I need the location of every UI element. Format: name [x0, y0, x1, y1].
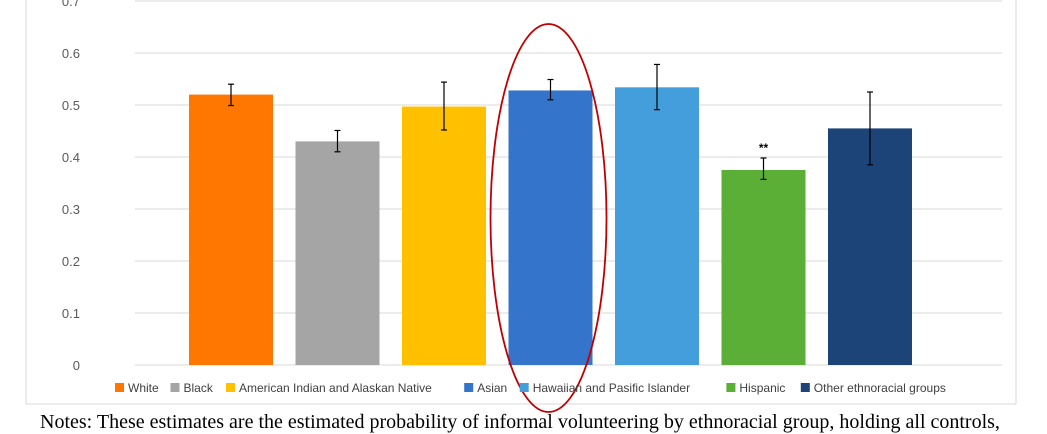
- legend-swatch: [170, 383, 180, 392]
- bar: [828, 128, 912, 365]
- legend-swatch: [519, 383, 529, 392]
- significance-annotation: **: [759, 141, 769, 155]
- bar: [189, 94, 273, 365]
- legend-swatch: [464, 383, 474, 392]
- legend-label: American Indian and Alaskan Native: [239, 381, 432, 395]
- y-tick-label: 0.7: [62, 0, 80, 9]
- y-tick-label: 0.1: [62, 306, 80, 321]
- highlight-ellipse: [489, 23, 608, 413]
- legend-swatch: [726, 383, 736, 392]
- legend-label: Hawaiian and Pasific Islander: [533, 381, 690, 395]
- bar: [721, 170, 806, 365]
- bar: [295, 141, 380, 365]
- legend-label: Other ethnoracial groups: [814, 381, 946, 395]
- y-tick-label: 0.6: [62, 46, 80, 61]
- y-tick-label: 0.2: [62, 254, 80, 269]
- legend-label: Asian: [477, 381, 507, 395]
- y-tick-label: 0.5: [62, 98, 80, 113]
- y-tick-label: 0.3: [62, 202, 80, 217]
- legend-label: Hispanic: [739, 381, 785, 395]
- bar: [615, 87, 699, 365]
- notes-text: Notes: These estimates are the estimated…: [40, 411, 1000, 433]
- bar: [402, 106, 486, 365]
- bar: [508, 90, 593, 365]
- legend-label: White: [128, 381, 159, 395]
- legend-swatch: [800, 383, 810, 392]
- y-tick-label: 0.4: [62, 150, 80, 165]
- legend-label: Black: [184, 381, 214, 395]
- legend-swatch: [115, 383, 124, 392]
- legend-swatch: [226, 383, 235, 392]
- y-tick-label: 0: [73, 358, 80, 373]
